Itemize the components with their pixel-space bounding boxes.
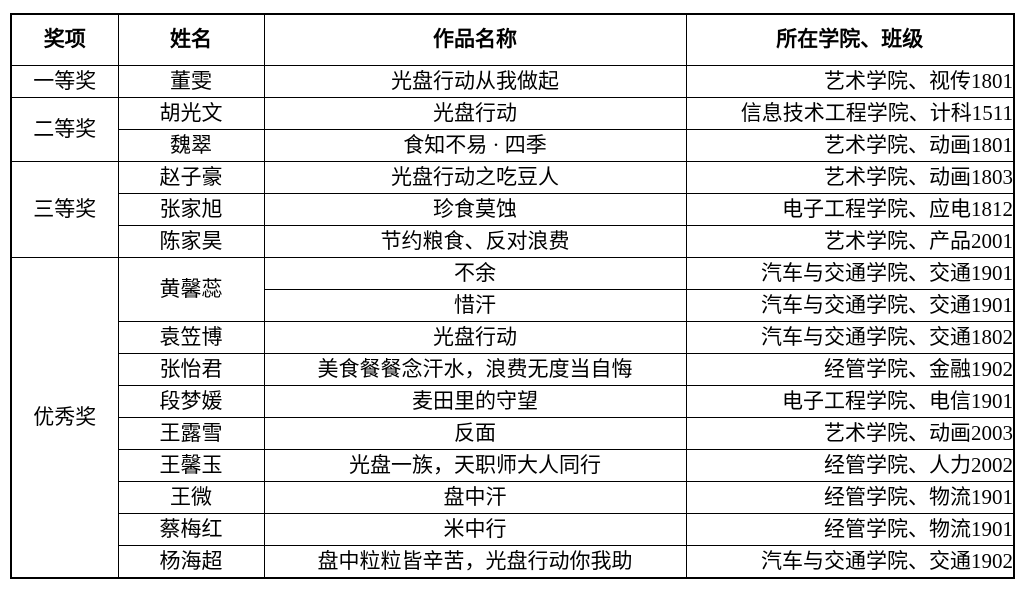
- work-title-cell: 不余: [263, 257, 687, 290]
- awards-table: 奖项 姓名 作品名称 所在学院、班级 一等奖 董雯 光盘行动从我做起 艺术学院、视传1…: [10, 13, 1015, 579]
- work-title-cell: 光盘行动: [263, 321, 687, 354]
- name-cell: 蔡梅红: [117, 513, 265, 546]
- name-cell: 张家旭: [117, 193, 265, 226]
- name-cell: 魏翠: [117, 129, 265, 162]
- college-class-cell: 艺术学院、动画1803: [685, 161, 1015, 194]
- table-row: 一等奖 董雯 光盘行动从我做起 艺术学院、视传1801: [10, 65, 1015, 98]
- award-cell: 三等奖: [10, 161, 119, 258]
- college-class-cell: 汽车与交通学院、交通1901: [685, 257, 1015, 290]
- work-title-cell: 光盘一族，天职师大人同行: [263, 449, 687, 482]
- table-row: 王馨玉 光盘一族，天职师大人同行 经管学院、人力2002: [11, 449, 1015, 482]
- table-row: 杨海超 盘中粒粒皆辛苦，光盘行动你我助 汽车与交通学院、交通1902: [11, 545, 1015, 579]
- college-class-cell: 汽车与交通学院、交通1901: [685, 289, 1015, 322]
- award-cell: 一等奖: [10, 65, 119, 98]
- name-cell: 陈家昊: [117, 225, 265, 258]
- work-title-cell: 食知不易 · 四季: [263, 129, 687, 162]
- work-title-cell: 麦田里的守望: [263, 385, 687, 418]
- table-row: 惜汗 汽车与交通学院、交通1901: [11, 289, 1015, 322]
- table-row: 三等奖 赵子豪 光盘行动之吃豆人 艺术学院、动画1803: [10, 161, 1015, 258]
- college-class-cell: 经管学院、物流1901: [685, 513, 1015, 546]
- column-header-name: 姓名: [117, 13, 265, 66]
- college-class-cell: 艺术学院、视传1801: [685, 65, 1015, 98]
- table-body: 一等奖 董雯 光盘行动从我做起 艺术学院、视传1801 二等奖 胡光文 光盘行动 信息技术工程…: [10, 65, 1015, 579]
- work-title-cell: 珍食莫蚀: [263, 193, 687, 226]
- college-class-cell: 电子工程学院、电信1901: [685, 385, 1015, 418]
- table-header: 奖项 姓名 作品名称 所在学院、班级: [10, 13, 1015, 66]
- work-title-cell: 光盘行动之吃豆人: [263, 161, 687, 194]
- college-class-cell: 艺术学院、动画2003: [685, 417, 1015, 450]
- name-cell: 王露雪: [117, 417, 265, 450]
- column-header-award: 奖项: [10, 13, 119, 66]
- name-cell: 段梦媛: [117, 385, 265, 418]
- table-row: 魏翠 食知不易 · 四季 艺术学院、动画1801: [11, 129, 1015, 162]
- table-row: 王微 盘中汗 经管学院、物流1901: [11, 481, 1015, 514]
- work-title-cell: 惜汗: [263, 289, 687, 322]
- column-header-title: 作品名称: [263, 13, 687, 66]
- name-cell: 董雯: [117, 65, 265, 98]
- header-row: 奖项 姓名 作品名称 所在学院、班级: [10, 13, 1015, 66]
- name-cell: 王微: [117, 481, 265, 514]
- work-title-cell: 节约粮食、反对浪费: [263, 225, 687, 258]
- table-row: 张怡君 美食餐餐念汗水，浪费无度当自悔 经管学院、金融1902: [11, 353, 1015, 386]
- name-cell: 王馨玉: [117, 449, 265, 482]
- college-class-cell: 艺术学院、产品2001: [685, 225, 1015, 258]
- table-row: 段梦媛 麦田里的守望 电子工程学院、电信1901: [11, 385, 1015, 418]
- work-title-cell: 盘中汗: [263, 481, 687, 514]
- work-title-cell: 盘中粒粒皆辛苦，光盘行动你我助: [263, 545, 687, 579]
- work-title-cell: 反面: [263, 417, 687, 450]
- document-page: 奖项 姓名 作品名称 所在学院、班级 一等奖 董雯 光盘行动从我做起 艺术学院、视传1…: [10, 13, 1015, 579]
- table-row: 袁笠博 光盘行动 汽车与交通学院、交通1802: [11, 321, 1015, 354]
- table-row: 张家旭 珍食莫蚀 电子工程学院、应电1812: [11, 193, 1015, 226]
- college-class-cell: 艺术学院、动画1801: [685, 129, 1015, 162]
- name-cell: 袁笠博: [117, 321, 265, 354]
- college-class-cell: 汽车与交通学院、交通1902: [685, 545, 1015, 579]
- table-row: 王露雪 反面 艺术学院、动画2003: [11, 417, 1015, 450]
- college-class-cell: 汽车与交通学院、交通1802: [685, 321, 1015, 354]
- name-cell: 杨海超: [117, 545, 265, 579]
- work-title-cell: 光盘行动: [263, 97, 687, 130]
- name-cell: 黄馨蕊: [117, 257, 265, 322]
- table-row: 蔡梅红 米中行 经管学院、物流1901: [11, 513, 1015, 546]
- table-row: 二等奖 胡光文 光盘行动 信息技术工程学院、计科1511: [10, 97, 1015, 162]
- college-class-cell: 经管学院、物流1901: [685, 481, 1015, 514]
- work-title-cell: 美食餐餐念汗水，浪费无度当自悔: [263, 353, 687, 386]
- award-cell: 优秀奖: [10, 257, 119, 579]
- name-cell: 张怡君: [117, 353, 265, 386]
- college-class-cell: 经管学院、人力2002: [685, 449, 1015, 482]
- table-row: 优秀奖 黄馨蕊 不余 汽车与交通学院、交通1901: [10, 257, 1015, 579]
- column-header-college: 所在学院、班级: [685, 13, 1015, 66]
- college-class-cell: 电子工程学院、应电1812: [685, 193, 1015, 226]
- name-cell: 胡光文: [117, 97, 265, 130]
- work-title-cell: 米中行: [263, 513, 687, 546]
- name-cell: 赵子豪: [117, 161, 265, 194]
- college-class-cell: 经管学院、金融1902: [685, 353, 1015, 386]
- college-class-cell: 信息技术工程学院、计科1511: [685, 97, 1015, 130]
- award-cell: 二等奖: [10, 97, 119, 162]
- work-title-cell: 光盘行动从我做起: [263, 65, 687, 98]
- table-row: 陈家昊 节约粮食、反对浪费 艺术学院、产品2001: [11, 225, 1015, 258]
